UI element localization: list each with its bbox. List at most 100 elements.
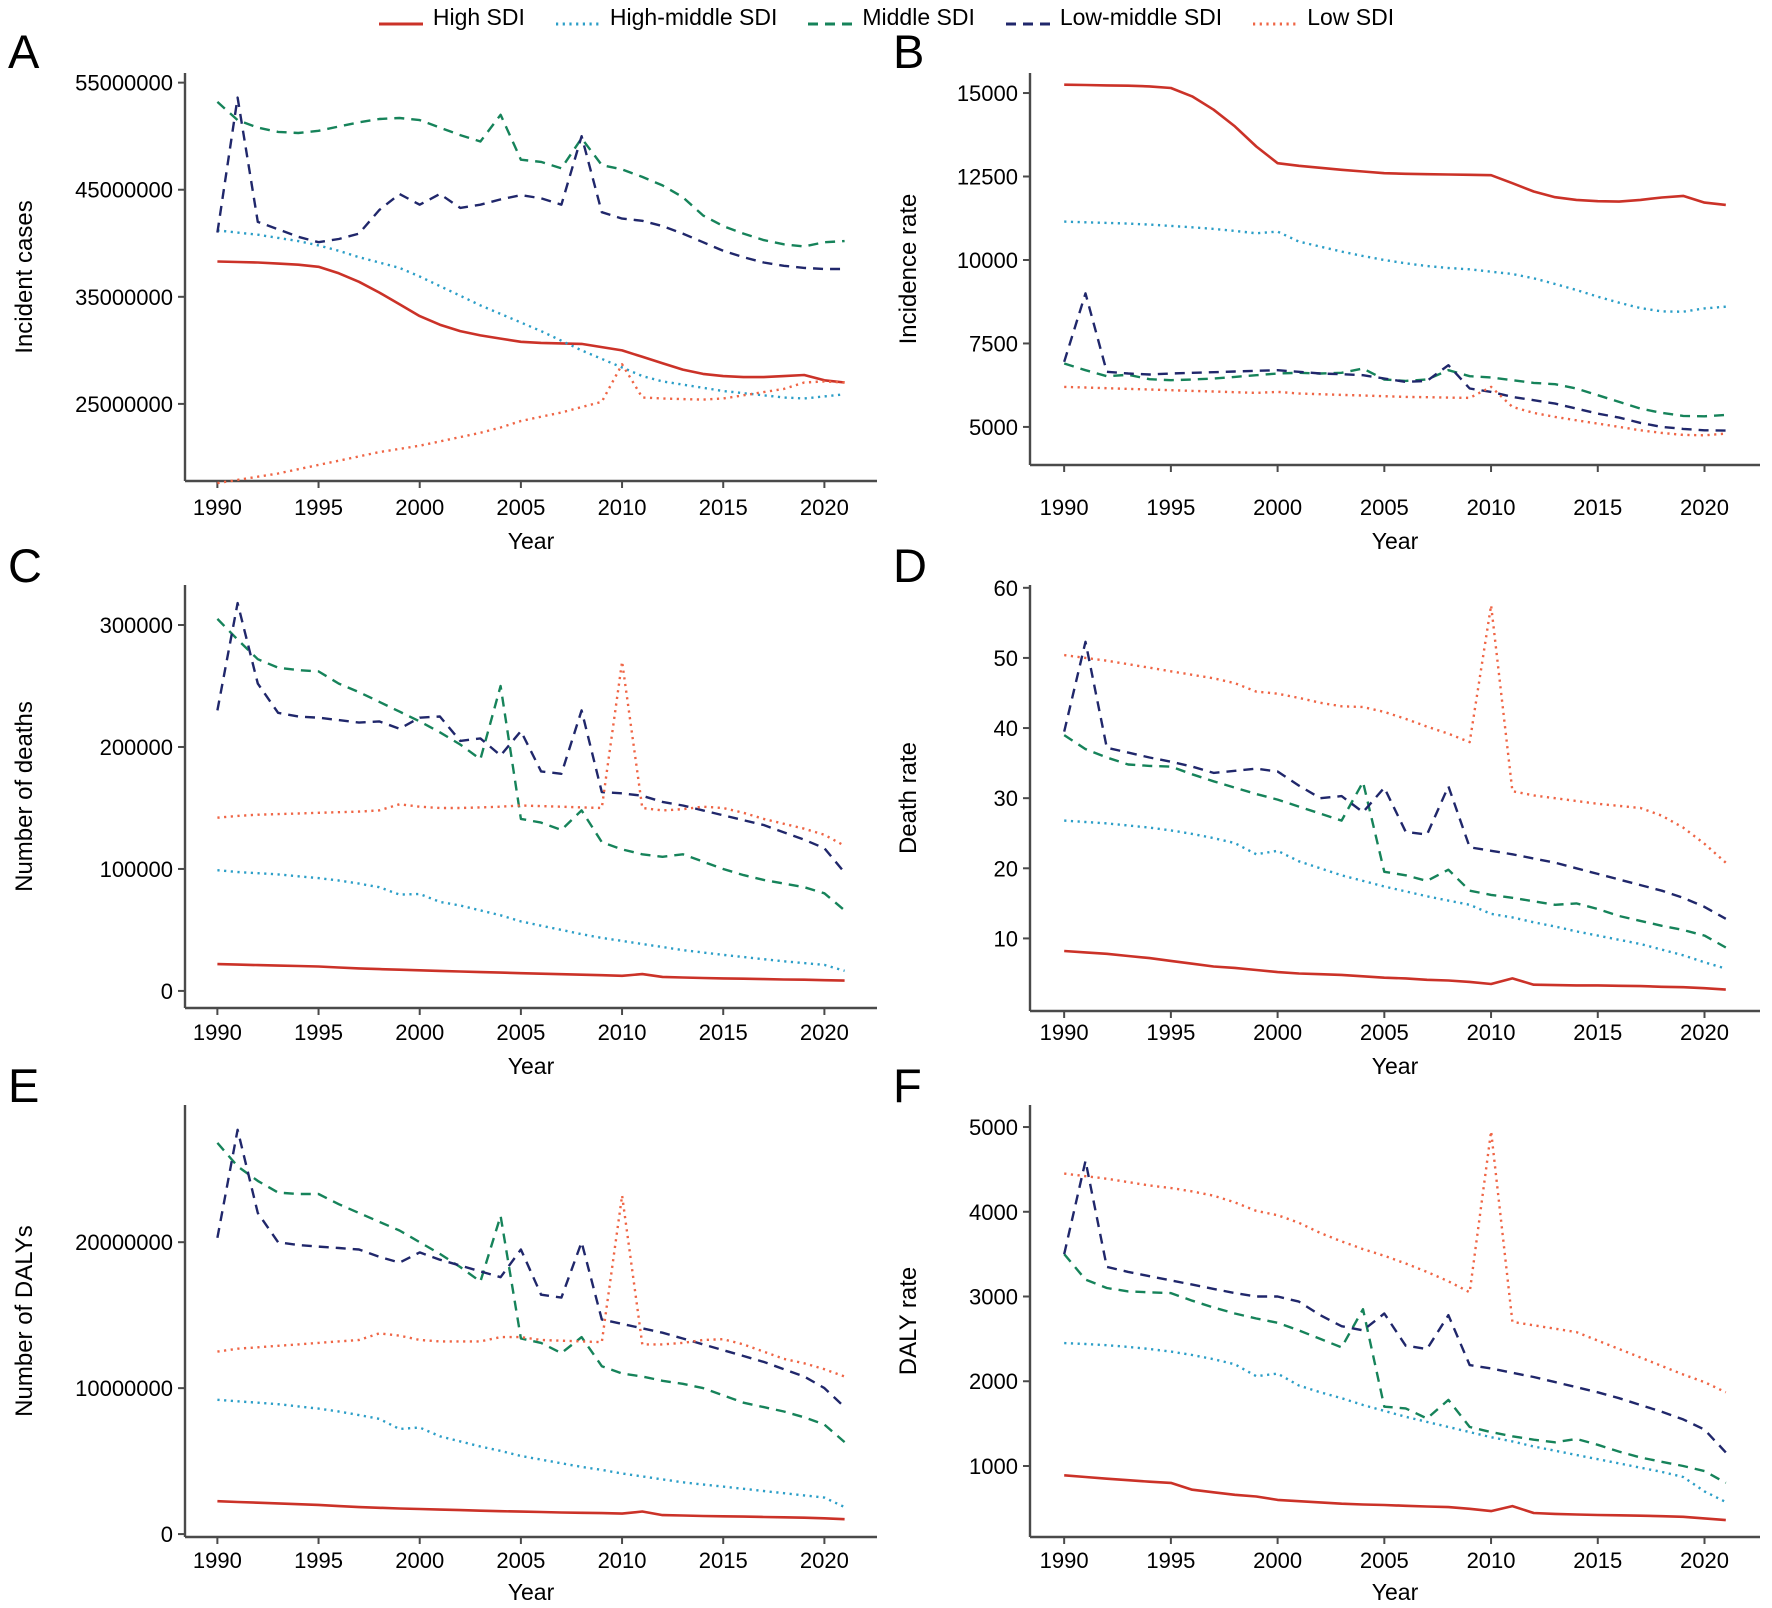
series-line-high-middle-sdi bbox=[217, 869, 845, 972]
series-line-high-sdi bbox=[217, 962, 845, 982]
x-axis-title: Year bbox=[508, 1053, 555, 1079]
x-tick-label: 2005 bbox=[496, 1548, 545, 1573]
y-tick-label: 55000000 bbox=[75, 71, 173, 96]
y-tick-label: 100000 bbox=[100, 857, 173, 882]
y-tick-label: 10000000 bbox=[75, 1376, 173, 1401]
series-line-high-sdi bbox=[217, 1499, 845, 1521]
y-tick-label: 40 bbox=[994, 716, 1018, 741]
panel-label-a: A bbox=[8, 25, 40, 78]
series-line-middle-sdi bbox=[216, 1142, 846, 1444]
x-axis-title: Year bbox=[1372, 528, 1419, 554]
x-tick-label: 1990 bbox=[1040, 1020, 1089, 1045]
y-tick-label: 12500 bbox=[957, 165, 1018, 190]
x-tick-label: 2000 bbox=[395, 495, 444, 520]
legend: High SDI High-middle SDI Middle SDI Low-… bbox=[0, 2, 1772, 32]
series-line-high-middle-sdi bbox=[217, 229, 845, 400]
y-axis-title: Incident cases bbox=[11, 200, 38, 353]
y-tick-label: 7500 bbox=[969, 331, 1018, 356]
series-line-low-sdi bbox=[217, 1194, 846, 1378]
series-line-high-middle-sdi bbox=[1064, 1341, 1727, 1504]
y-axis-title: Number of DALYs bbox=[11, 1225, 38, 1417]
y-tick-label: 300000 bbox=[100, 613, 173, 638]
x-tick-label: 2020 bbox=[1680, 1548, 1729, 1573]
series-line-low-middle-sdi bbox=[1063, 1159, 1727, 1454]
y-tick-label: 0 bbox=[161, 1522, 173, 1547]
x-tick-label: 2005 bbox=[1360, 1548, 1409, 1573]
panel-label-e: E bbox=[8, 1059, 40, 1112]
series-line-high-sdi bbox=[1064, 949, 1726, 991]
x-tick-label: 2000 bbox=[1253, 1548, 1302, 1573]
x-tick-label: 1995 bbox=[1146, 495, 1195, 520]
x-tick-label: 2005 bbox=[496, 1020, 545, 1045]
series-line-low-middle-sdi bbox=[216, 1128, 846, 1408]
x-tick-label: 2015 bbox=[699, 1548, 748, 1573]
y-axis-title: Death rate bbox=[895, 742, 922, 854]
x-tick-label: 1995 bbox=[294, 495, 343, 520]
x-tick-label: 2010 bbox=[1467, 1020, 1516, 1045]
series-line-low-sdi bbox=[217, 660, 846, 847]
line-sample-icon bbox=[1005, 14, 1051, 26]
x-tick-label: 1990 bbox=[1040, 495, 1089, 520]
x-tick-label: 2005 bbox=[1360, 495, 1409, 520]
y-tick-label: 50 bbox=[994, 646, 1018, 671]
series-line-middle-sdi bbox=[1063, 734, 1727, 949]
y-tick-label: 0 bbox=[161, 979, 173, 1004]
y-tick-label: 3000 bbox=[969, 1285, 1018, 1310]
x-tick-label: 2015 bbox=[1573, 495, 1622, 520]
x-tick-label: 2010 bbox=[598, 1548, 647, 1573]
x-tick-label: 2015 bbox=[1573, 1548, 1622, 1573]
x-tick-label: 2010 bbox=[598, 495, 647, 520]
y-tick-label: 35000000 bbox=[75, 285, 173, 310]
panel-label-b: B bbox=[893, 25, 925, 78]
series-line-high-sdi bbox=[1064, 83, 1726, 207]
x-axis-title: Year bbox=[508, 528, 555, 554]
y-tick-label: 200000 bbox=[100, 735, 173, 760]
x-tick-label: 1990 bbox=[193, 1548, 242, 1573]
y-tick-label: 10000 bbox=[957, 248, 1018, 273]
series-line-low-middle-sdi bbox=[1063, 640, 1727, 920]
y-tick-label: 30 bbox=[994, 786, 1018, 811]
x-tick-label: 2000 bbox=[395, 1020, 444, 1045]
y-tick-label: 25000000 bbox=[75, 392, 173, 417]
x-tick-label: 2015 bbox=[699, 495, 748, 520]
series-line-high-middle-sdi bbox=[1064, 220, 1726, 313]
y-tick-label: 45000000 bbox=[75, 178, 173, 203]
legend-label: High SDI bbox=[432, 3, 525, 30]
y-tick-label: 5000 bbox=[969, 415, 1018, 440]
y-tick-label: 5000 bbox=[969, 1115, 1018, 1140]
series-line-high-middle-sdi bbox=[217, 1398, 846, 1509]
panel-c: 0 100000 200000 300000 1990 1995 2000 2005 2010 2… bbox=[11, 585, 877, 1079]
x-tick-label: 2020 bbox=[1680, 495, 1729, 520]
y-axis-title: Number of deaths bbox=[11, 701, 38, 892]
series-line-low-middle-sdi bbox=[216, 601, 846, 874]
line-sample-icon bbox=[555, 14, 601, 26]
x-tick-label: 2005 bbox=[496, 495, 545, 520]
x-axis-title: Year bbox=[508, 1579, 555, 1605]
panel-b: 5000 7500 10000 12500 15000 1990 1995 2000 2005 2… bbox=[895, 73, 1760, 554]
line-sample-icon bbox=[378, 14, 424, 26]
series-line-low-middle-sdi bbox=[1063, 292, 1726, 432]
y-tick-label: 4000 bbox=[969, 1200, 1018, 1225]
legend-label: Middle SDI bbox=[862, 3, 975, 30]
legend-item-high-sdi: High SDI bbox=[378, 4, 525, 31]
series-line-middle-sdi bbox=[1063, 362, 1726, 418]
panel-e: 0 10000000 20000000 1990 1995 2000 2005 2010 201… bbox=[11, 1105, 877, 1605]
series-line-high-sdi bbox=[1064, 1474, 1726, 1522]
x-tick-label: 1995 bbox=[294, 1548, 343, 1573]
x-tick-label: 1990 bbox=[193, 495, 242, 520]
series-line-middle-sdi bbox=[216, 101, 845, 248]
legend-label: High-middle SDI bbox=[609, 3, 778, 30]
series-line-low-sdi bbox=[1064, 385, 1726, 437]
legend-item-low-middle-sdi: Low-middle SDI bbox=[1005, 4, 1222, 31]
line-sample-icon bbox=[1252, 14, 1298, 26]
panel-label-d: D bbox=[893, 539, 927, 592]
y-axis-title: DALY rate bbox=[895, 1267, 922, 1376]
x-tick-label: 2020 bbox=[1680, 1020, 1729, 1045]
x-tick-label: 2015 bbox=[1573, 1020, 1622, 1045]
series-line-high-sdi bbox=[217, 260, 845, 384]
x-tick-label: 1995 bbox=[1146, 1020, 1195, 1045]
x-tick-label: 2010 bbox=[1467, 495, 1516, 520]
panel-a: 25000000 35000000 45000000 55000000 1990 1995… bbox=[11, 71, 877, 554]
